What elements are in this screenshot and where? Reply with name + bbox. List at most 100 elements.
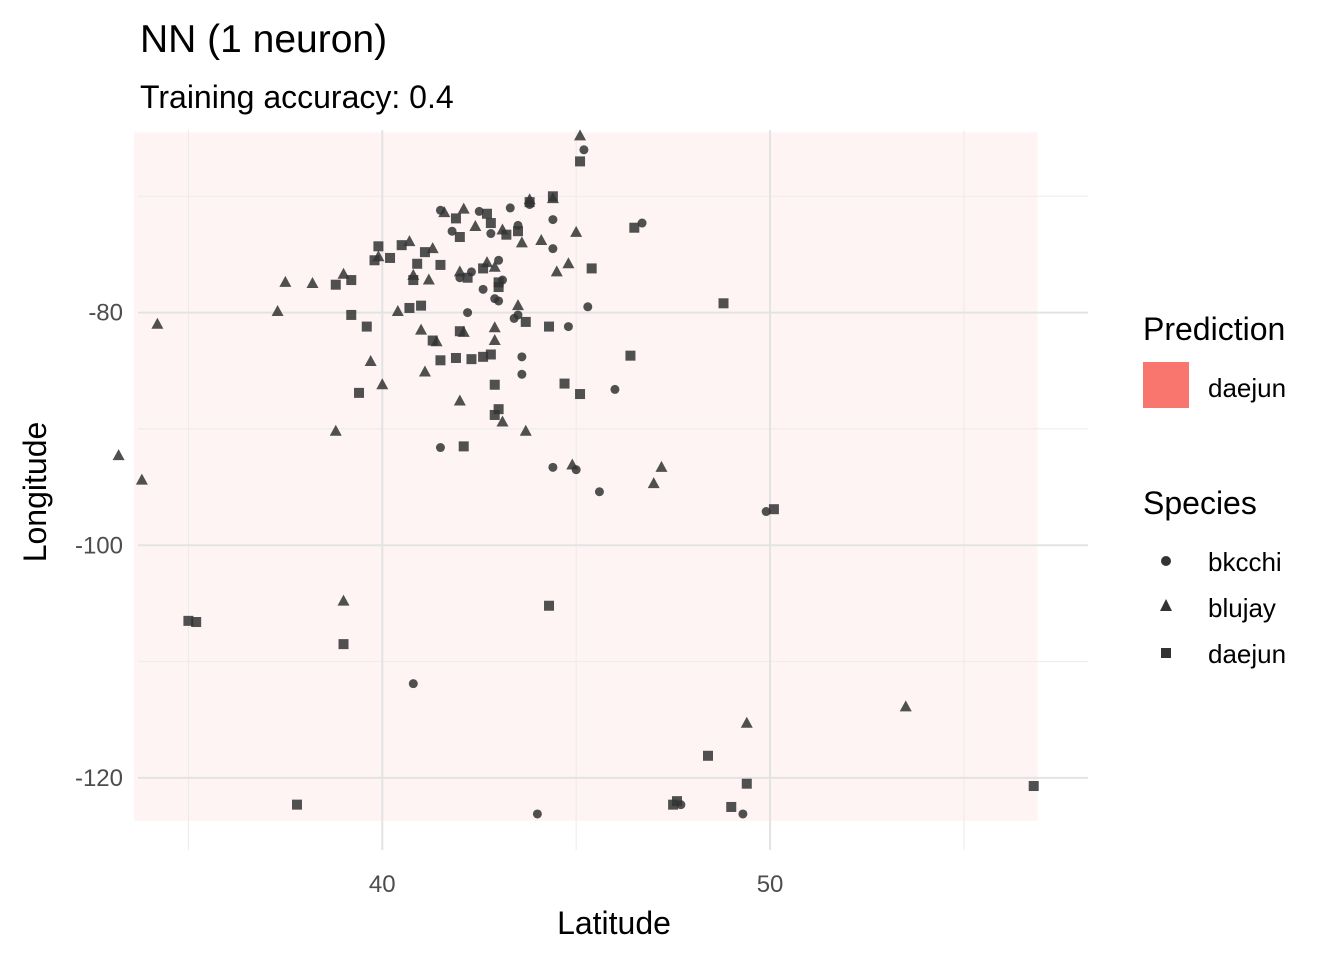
x-axis-ticks: 40 50: [369, 871, 783, 898]
point-blujay: [376, 378, 389, 390]
point-blujay: [469, 220, 482, 232]
point-daejun: [404, 302, 415, 313]
point-daejun: [373, 241, 384, 252]
point-bkcchi: [517, 369, 527, 379]
x-tick-label: 40: [369, 871, 396, 898]
y-tick-label: -100: [75, 532, 123, 559]
point-bkcchi: [474, 206, 484, 216]
point-daejun: [493, 282, 504, 293]
point-blujay: [740, 716, 753, 728]
point-daejun: [544, 321, 555, 332]
point-daejun: [671, 796, 682, 807]
point-daejun: [346, 275, 357, 286]
y-axis-title: Longitude: [17, 422, 53, 563]
legend-daejun-square-icon: [1161, 648, 1171, 658]
species-legend-title: Species: [1143, 485, 1257, 521]
point-blujay: [562, 257, 575, 269]
point-daejun: [485, 349, 496, 360]
point-blujay: [329, 424, 342, 436]
point-blujay: [899, 700, 912, 712]
point-blujay: [519, 424, 532, 436]
point-daejun: [291, 799, 302, 810]
point-daejun: [524, 197, 535, 208]
point-daejun: [435, 355, 446, 366]
point-bkcchi: [637, 218, 647, 228]
chart-subtitle: Training accuracy: 0.4: [140, 79, 454, 115]
minor-grid: [138, 130, 1088, 850]
point-daejun: [435, 259, 446, 270]
point-bkcchi: [447, 226, 457, 236]
point-daejun: [191, 617, 202, 628]
legend-bkcchi-circle-icon: [1161, 556, 1171, 566]
point-daejun: [454, 326, 465, 337]
x-axis-title: Latitude: [557, 905, 671, 941]
major-grid: [138, 130, 1088, 850]
point-daejun: [450, 213, 461, 224]
point-daejun: [416, 300, 427, 311]
point-blujay: [457, 202, 470, 214]
point-blujay: [418, 365, 431, 377]
point-bkcchi: [505, 203, 515, 213]
point-daejun: [768, 504, 779, 515]
point-blujay: [574, 129, 587, 141]
point-blujay: [488, 334, 501, 346]
point-bkcchi: [548, 215, 558, 225]
point-daejun: [520, 316, 531, 327]
point-bkcchi: [494, 255, 504, 265]
point-daejun: [501, 229, 512, 240]
point-daejun: [462, 272, 473, 283]
point-daejun: [183, 615, 194, 626]
point-bkcchi: [517, 352, 527, 362]
point-bkcchi: [548, 462, 558, 472]
plot-panel: [112, 129, 1088, 850]
chart-title: NN (1 neuron): [140, 18, 387, 61]
point-blujay: [151, 317, 164, 329]
point-bkcchi: [761, 507, 771, 517]
legend-bkcchi-label: bkcchi: [1208, 547, 1282, 577]
point-blujay: [438, 206, 451, 218]
point-blujay: [391, 304, 404, 316]
point-daejun: [547, 191, 558, 202]
prediction-legend-swatch: [1143, 362, 1189, 408]
point-daejun: [575, 389, 586, 400]
point-blujay: [453, 394, 466, 406]
point-daejun: [726, 801, 737, 812]
point-daejun: [485, 218, 496, 229]
x-tick-label: 50: [757, 871, 784, 898]
point-daejun: [466, 354, 477, 365]
point-bkcchi: [490, 294, 500, 304]
point-blujay: [271, 304, 284, 316]
point-daejun: [478, 351, 489, 362]
legend-blujay-label: blujay: [1208, 593, 1276, 623]
point-blujay: [515, 236, 528, 248]
point-blujay: [422, 273, 435, 285]
point-bkcchi: [610, 384, 620, 394]
point-daejun: [454, 232, 465, 243]
point-bkcchi: [532, 809, 542, 819]
point-daejun: [478, 263, 489, 274]
point-blujay: [566, 458, 579, 470]
point-daejun: [575, 156, 586, 167]
prediction-legend-label: daejun: [1208, 373, 1286, 403]
point-daejun: [346, 309, 357, 320]
point-daejun: [513, 226, 523, 237]
point-daejun: [338, 639, 349, 650]
point-bkcchi: [579, 145, 589, 155]
legend-daejun-label: daejun: [1208, 639, 1286, 669]
point-daejun: [559, 378, 570, 389]
data-points: [112, 129, 1039, 819]
point-blujay: [488, 321, 501, 333]
point-blujay: [550, 265, 563, 277]
species-legend: Species bkcchi blujay daejun: [1143, 485, 1286, 669]
point-blujay: [647, 477, 660, 489]
point-daejun: [450, 352, 461, 363]
point-blujay: [364, 354, 377, 366]
point-daejun: [427, 335, 438, 346]
point-bkcchi: [738, 809, 748, 819]
point-daejun: [1028, 781, 1039, 792]
point-bkcchi: [463, 308, 473, 318]
prediction-region: [134, 132, 1038, 821]
point-bkcchi: [594, 487, 604, 497]
point-bkcchi: [408, 679, 418, 689]
